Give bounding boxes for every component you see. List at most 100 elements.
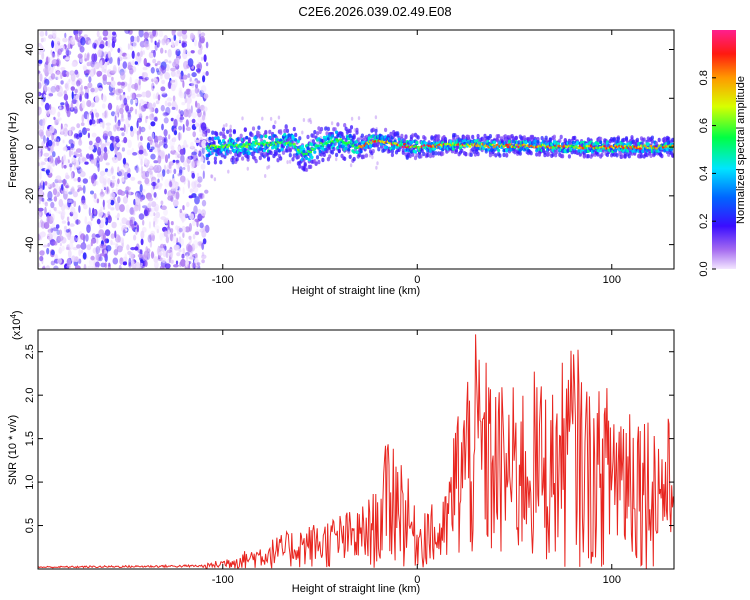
spectrogram-signal-cell — [437, 151, 441, 156]
spectrogram-noise-cell — [147, 234, 152, 243]
spectrogram-noise-cell — [137, 253, 143, 258]
spectrogram-noise-cell — [192, 233, 196, 240]
spectrogram-noise-cell — [197, 89, 200, 93]
spectrogram-noise-cell — [181, 42, 187, 48]
spectrogram-noise-cell — [124, 165, 129, 171]
spectrogram-noise-cell — [175, 244, 181, 251]
spectrogram-noise-cell — [86, 53, 90, 61]
spectrogram-noise-cell — [74, 219, 81, 225]
spectrogram-noise-cell — [147, 168, 151, 173]
spectrogram-noise-cell — [173, 130, 178, 136]
spectrogram-signal-cell — [333, 127, 337, 132]
spectrogram-signal-cell — [275, 151, 279, 156]
spectrogram-noise-cell — [156, 228, 159, 234]
spectrogram-noise-cell — [50, 145, 54, 153]
spectrogram-noise-cell — [148, 200, 152, 205]
spectrogram-noise-cell — [138, 213, 145, 220]
spectrogram-noise-cell — [189, 78, 192, 83]
spectrogram-noise-cell — [150, 146, 155, 150]
spectrogram-noise-cell — [172, 95, 176, 102]
spectrogram-noise-cell — [90, 60, 96, 68]
spectrogram-noise-cell — [170, 221, 174, 226]
spectrogram-noise-cell — [167, 102, 172, 107]
spectrogram-noise-cell — [95, 136, 101, 144]
spectrogram-noise-cell — [181, 253, 185, 259]
spectrogram-signal-cell — [371, 127, 375, 132]
spectrogram-noise-cell — [119, 257, 124, 265]
spectrogram-noise-cell — [110, 233, 115, 239]
spectrogram-noise-cell — [154, 225, 160, 231]
spectrogram-noise-cell — [81, 157, 87, 162]
spectrogram-noise-cell — [154, 203, 160, 212]
spectrogram-noise-cell — [201, 252, 205, 257]
spectrogram-signal-cell — [590, 152, 595, 157]
spectrogram-noise-cell — [205, 62, 209, 67]
spectrogram-noise-cell — [200, 209, 206, 217]
spectrogram-noise-cell — [112, 257, 119, 265]
spectrogram-noise-cell — [47, 190, 53, 200]
spectrogram-noise-cell — [183, 139, 188, 149]
spectrogram-noise-cell — [99, 170, 106, 177]
spectrogram-signal-cell — [575, 141, 580, 145]
spectrogram-noise-cell — [102, 94, 107, 103]
spectrogram-noise-cell — [136, 35, 140, 43]
spectrogram-noise-cell — [65, 100, 69, 108]
spectrogram-noise-cell — [177, 173, 181, 177]
spectrogram-noise-cell — [149, 164, 153, 169]
spectrogram-noise-cell — [191, 112, 198, 119]
spectrogram-signal-cell — [506, 145, 510, 149]
spectrogram-noise-cell — [51, 213, 55, 222]
spectrogram-noise-cell — [125, 117, 129, 126]
spectrogram-signal-cell — [321, 157, 325, 163]
snr-frame — [37, 329, 675, 570]
spectrogram-signal-cell — [266, 156, 271, 161]
spectrogram-noise-cell — [47, 110, 50, 117]
spectrogram-noise-cell — [75, 153, 81, 157]
spectrogram-noise-cell — [173, 264, 179, 268]
y-tick-label: -20 — [24, 188, 36, 204]
spectrogram-noise-cell — [70, 171, 73, 180]
spectrogram-signal-cell — [518, 151, 522, 156]
y-tick-label: 40 — [24, 43, 36, 55]
spectrogram-noise-cell — [196, 80, 201, 84]
spectrogram-noise-cell — [125, 204, 130, 213]
y-tick-label: 20 — [24, 92, 36, 104]
spectrogram-noise-cell — [143, 40, 150, 48]
spectrogram-y-label: Frequency (Hz) — [7, 112, 19, 188]
spectrogram-noise-cell — [123, 136, 128, 144]
spectrogram-signal-cell — [320, 126, 324, 132]
spectrogram-noise-cell — [45, 110, 51, 115]
spectrogram-noise-cell — [64, 225, 67, 230]
spectrogram-signal-cell — [650, 139, 655, 144]
colorbar: 0.0 0.2 0.4 0.6 0.8 Normalized spectral ampl… — [698, 30, 747, 277]
spectrogram-noise-cell — [38, 262, 41, 268]
spectrogram-noise-cell — [58, 246, 62, 255]
spectrogram-noise-cell — [134, 246, 139, 251]
spectrogram-noise-cell — [177, 132, 183, 141]
spectrogram-noise-cell — [71, 157, 77, 164]
spectrogram-noise-cell — [55, 175, 62, 181]
spectrogram-noise-cell — [205, 41, 209, 49]
spectrogram-noise-cell — [128, 30, 133, 35]
spectrogram-noise-cell — [93, 209, 96, 215]
spectrogram-noise-cell — [69, 163, 73, 168]
spectrogram-noise-cell — [196, 150, 199, 155]
spectrogram-noise-cell — [135, 167, 141, 173]
spectrogram-noise-cell — [44, 206, 47, 215]
spectrogram-noise-cell — [78, 132, 83, 138]
spectrogram-noise-cell — [87, 132, 90, 139]
spectrogram-signal-cell — [419, 154, 423, 159]
spectrogram-noise-cell — [127, 250, 132, 256]
spectrogram-noise-cell — [117, 196, 121, 204]
spectrogram-signal-cell — [413, 150, 418, 154]
spectrogram-noise-cell — [66, 216, 70, 222]
spectrogram-noise-cell — [68, 127, 72, 137]
spectrogram-noise-cell — [187, 155, 194, 160]
spectrogram-noise-cell — [138, 78, 141, 86]
spectrogram-noise-cell — [119, 222, 123, 226]
spectrogram-noise-cell — [175, 182, 179, 190]
spectrogram-signal-cell — [657, 137, 661, 143]
spectrogram-noise-cell — [91, 132, 97, 138]
spectrogram-signal-cell — [324, 126, 328, 131]
spectrogram-noise-cell — [157, 155, 162, 164]
